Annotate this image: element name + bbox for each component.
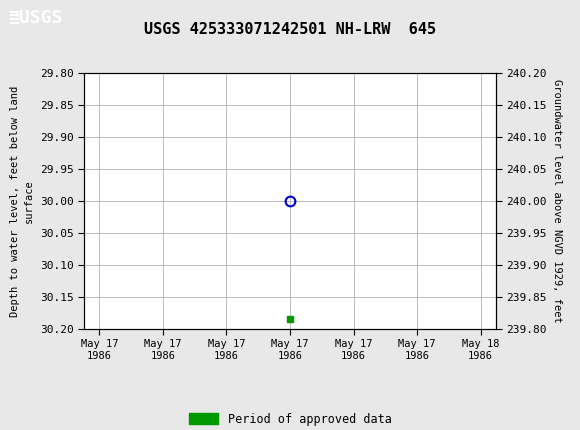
Text: ≣USGS: ≣USGS [9, 9, 63, 27]
Y-axis label: Groundwater level above NGVD 1929, feet: Groundwater level above NGVD 1929, feet [552, 79, 563, 323]
Text: USGS 425333071242501 NH-LRW  645: USGS 425333071242501 NH-LRW 645 [144, 22, 436, 37]
Y-axis label: Depth to water level, feet below land
surface: Depth to water level, feet below land su… [10, 86, 34, 316]
Legend: Period of approved data: Period of approved data [184, 408, 396, 430]
